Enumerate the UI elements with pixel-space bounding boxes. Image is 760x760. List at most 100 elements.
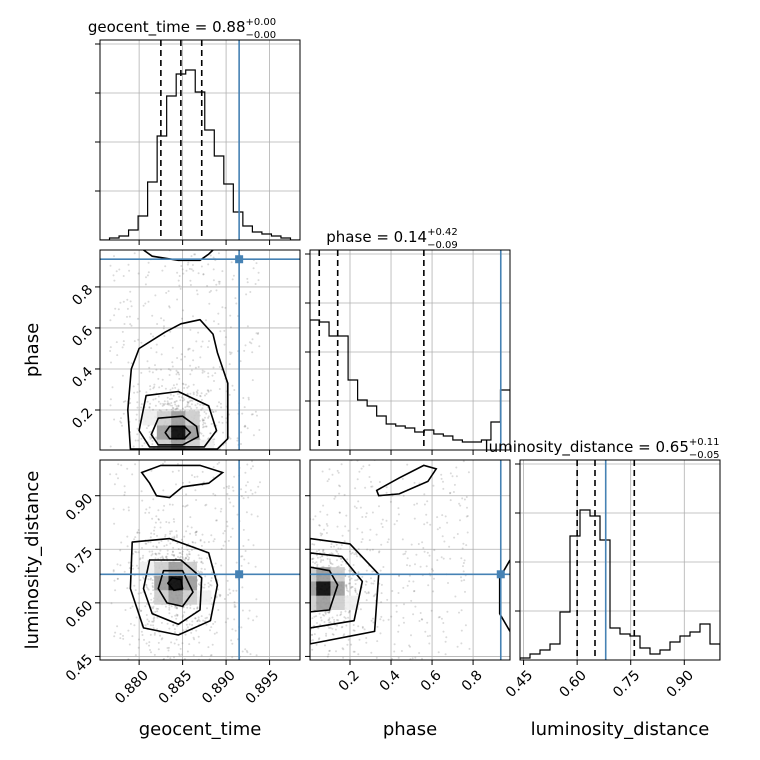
sample-point bbox=[158, 552, 161, 555]
sample-point bbox=[183, 355, 186, 358]
sample-point bbox=[364, 486, 367, 489]
sample-point bbox=[179, 399, 182, 402]
sample-point bbox=[464, 590, 466, 593]
sample-point bbox=[189, 487, 191, 489]
sample-point bbox=[207, 646, 210, 649]
y-tick-label: 0.8 bbox=[69, 282, 96, 309]
sample-point bbox=[453, 483, 456, 486]
sample-point bbox=[109, 473, 112, 476]
sample-point bbox=[128, 315, 131, 318]
sample-point bbox=[204, 509, 206, 511]
sample-point bbox=[293, 595, 295, 597]
sample-point bbox=[255, 615, 258, 618]
sample-point bbox=[318, 524, 321, 527]
sample-point bbox=[402, 553, 405, 556]
sample-point bbox=[176, 463, 179, 465]
density-cell bbox=[199, 439, 214, 450]
sample-point bbox=[400, 650, 403, 652]
sample-point bbox=[176, 607, 178, 610]
sample-point bbox=[385, 486, 388, 489]
sample-point bbox=[199, 539, 202, 542]
sample-point bbox=[243, 349, 246, 352]
sample-point bbox=[146, 618, 149, 621]
sample-point bbox=[204, 422, 207, 425]
sample-point bbox=[205, 503, 208, 506]
sample-point bbox=[215, 631, 218, 634]
sample-point bbox=[212, 279, 215, 282]
sample-point bbox=[172, 546, 175, 549]
sample-point bbox=[346, 558, 349, 561]
sample-point bbox=[177, 643, 180, 646]
sample-point bbox=[172, 554, 175, 557]
sample-point bbox=[200, 408, 203, 411]
sample-point bbox=[175, 534, 178, 537]
sample-point bbox=[180, 265, 183, 267]
density-cell bbox=[168, 561, 183, 577]
sample-point bbox=[171, 361, 174, 364]
sample-point bbox=[465, 515, 468, 518]
sample-point bbox=[167, 649, 170, 652]
sample-point bbox=[240, 431, 243, 434]
sample-point bbox=[134, 536, 137, 539]
sample-point bbox=[137, 452, 139, 454]
sample-point bbox=[302, 534, 304, 536]
sample-point bbox=[287, 570, 289, 572]
sample-point bbox=[175, 478, 177, 480]
sample-point bbox=[139, 610, 142, 612]
sample-point bbox=[296, 618, 298, 620]
sample-point bbox=[171, 365, 174, 368]
sample-point bbox=[115, 341, 118, 344]
sample-point bbox=[178, 395, 181, 398]
sample-point bbox=[359, 608, 362, 611]
sample-point bbox=[217, 252, 220, 255]
sample-point bbox=[202, 273, 205, 276]
sample-point bbox=[163, 460, 166, 463]
sample-point bbox=[315, 643, 318, 646]
sample-point bbox=[163, 325, 165, 328]
sample-point bbox=[199, 538, 202, 541]
sample-point bbox=[135, 413, 138, 416]
sample-point bbox=[223, 530, 226, 532]
sample-point bbox=[199, 356, 202, 359]
sample-point bbox=[152, 620, 155, 623]
sample-point bbox=[347, 582, 350, 585]
sample-point bbox=[129, 290, 132, 293]
sample-point bbox=[350, 643, 353, 646]
sample-point bbox=[247, 398, 250, 401]
sample-point bbox=[192, 393, 195, 396]
sample-point bbox=[422, 547, 425, 549]
sample-point bbox=[152, 476, 154, 478]
sample-point bbox=[161, 555, 164, 558]
sample-point bbox=[205, 392, 208, 395]
sample-point bbox=[323, 528, 325, 531]
sample-point bbox=[189, 279, 192, 282]
sample-point bbox=[142, 576, 145, 579]
sample-point bbox=[397, 513, 400, 516]
panel-title-phase: phase = 0.14+0.42 bbox=[326, 227, 457, 246]
sample-point bbox=[389, 500, 392, 503]
sample-point bbox=[133, 584, 136, 587]
sample-point bbox=[153, 383, 156, 386]
sample-point bbox=[166, 403, 169, 406]
sample-point bbox=[341, 647, 344, 650]
sample-point bbox=[303, 627, 305, 629]
sample-point bbox=[355, 579, 358, 582]
axes-frame bbox=[309, 249, 511, 451]
sample-point bbox=[294, 624, 296, 626]
sample-point bbox=[161, 492, 163, 494]
sample-point bbox=[134, 589, 137, 592]
sample-point bbox=[215, 283, 218, 286]
sample-point bbox=[185, 467, 187, 469]
density-cell bbox=[330, 581, 345, 596]
sample-point bbox=[151, 443, 154, 446]
sample-point bbox=[331, 473, 334, 476]
sample-point bbox=[319, 556, 322, 559]
x-tick-label: 0.2 bbox=[336, 667, 363, 694]
sample-point bbox=[190, 631, 193, 634]
sample-point bbox=[328, 621, 331, 624]
sample-point bbox=[186, 400, 189, 403]
sample-point bbox=[212, 410, 215, 413]
x-tick-label: 0.885 bbox=[156, 667, 196, 707]
sample-point bbox=[454, 595, 457, 598]
sample-point bbox=[132, 445, 135, 448]
